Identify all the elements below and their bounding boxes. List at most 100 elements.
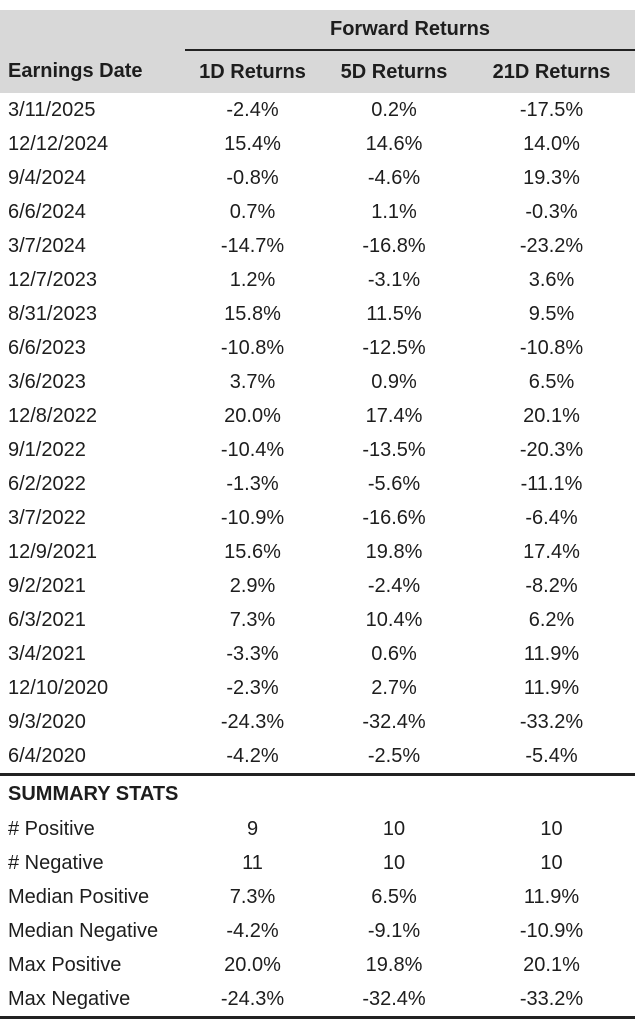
- summary-row: # Negative 11 10 10: [0, 846, 635, 880]
- column-header-5d-returns: 5D Returns: [320, 50, 468, 93]
- row-label-cell: Median Negative: [8, 919, 159, 942]
- row-label-cell: 3/4/2021: [8, 642, 86, 665]
- value-cell: 0.9%: [371, 370, 417, 393]
- value-cell: 10: [382, 817, 406, 840]
- table-row: 9/1/2022 -10.4% -13.5% -20.3%: [0, 433, 635, 467]
- value-cell: 11.5%: [366, 302, 422, 325]
- row-label-cell: 9/2/2021: [8, 574, 86, 597]
- value-cell: -1.3%: [226, 472, 279, 495]
- row-label-cell: 8/31/2023: [8, 302, 97, 325]
- value-cell: -16.8%: [362, 234, 426, 257]
- value-cell: 3.7%: [229, 370, 276, 393]
- forward-returns-table: Forward Returns Earnings Date 1D Returns…: [0, 10, 636, 1019]
- value-cell: -5.4%: [525, 744, 578, 767]
- summary-row: Median Positive 7.3% 6.5% 11.9%: [0, 880, 635, 914]
- value-cell: 7.3%: [229, 608, 276, 631]
- value-cell: -32.4%: [362, 710, 426, 733]
- value-cell: -11.1%: [520, 472, 583, 495]
- value-cell: -10.9%: [220, 506, 285, 529]
- table-row: 6/2/2022 -1.3% -5.6% -11.1%: [0, 467, 635, 501]
- value-cell: -0.8%: [226, 166, 279, 189]
- value-cell: 19.8%: [365, 540, 423, 563]
- value-cell: 10: [382, 851, 406, 874]
- value-cell: 10.4%: [365, 608, 423, 631]
- value-cell: -2.5%: [367, 744, 421, 767]
- row-label-cell: 12/9/2021: [8, 540, 97, 563]
- table-row: 3/6/2023 3.7% 0.9% 6.5%: [0, 365, 635, 399]
- row-label-cell: # Positive: [8, 817, 95, 840]
- value-cell: 15.8%: [224, 302, 281, 325]
- value-cell: -12.5%: [362, 336, 426, 359]
- table-row: 8/31/2023 15.8% 11.5% 9.5%: [0, 297, 635, 331]
- table-row: 12/10/2020 -2.3% 2.7% 11.9%: [0, 671, 635, 705]
- value-cell: -4.2%: [226, 919, 279, 942]
- value-cell: 1.1%: [371, 200, 417, 223]
- value-cell: -2.3%: [226, 676, 279, 699]
- value-cell: 11.9%: [523, 885, 580, 908]
- value-cell: -10.8%: [220, 336, 285, 359]
- value-cell: 14.0%: [523, 132, 580, 155]
- value-cell: 10: [540, 817, 563, 840]
- value-cell: 15.6%: [224, 540, 281, 563]
- row-label-cell: Median Positive: [8, 885, 150, 908]
- value-cell: 19.8%: [365, 953, 423, 976]
- table-row: 6/4/2020 -4.2% -2.5% -5.4%: [0, 739, 635, 775]
- summary-body: SUMMARY STATS # Positive 9 10 10 # Negative 1…: [0, 773, 636, 1018]
- row-label-cell: 9/3/2020: [8, 710, 86, 733]
- table-row: 12/7/2023 1.2% -3.1% 3.6%: [0, 263, 635, 297]
- value-cell: 17.4%: [365, 404, 423, 427]
- table-row: 3/7/2024 -14.7% -16.8% -23.2%: [0, 229, 635, 263]
- table-row: 6/6/2024 0.7% 1.1% -0.3%: [0, 195, 635, 229]
- value-cell: -10.8%: [519, 336, 584, 359]
- value-cell: 10: [540, 851, 563, 874]
- table-row: 12/9/2021 15.6% 19.8% 17.4%: [0, 535, 635, 569]
- value-cell: 6.2%: [528, 608, 575, 631]
- value-cell: -10.4%: [220, 438, 285, 461]
- value-cell: 20.1%: [523, 404, 580, 427]
- table-row: 6/3/2021 7.3% 10.4% 6.2%: [0, 603, 635, 637]
- row-label-cell: 9/1/2022: [8, 438, 86, 461]
- summary-title-row: SUMMARY STATS: [0, 773, 636, 812]
- value-cell: -4.6%: [367, 166, 421, 189]
- column-header-row: Earnings Date 1D Returns 5D Returns 21D …: [0, 50, 636, 93]
- value-cell: -23.2%: [519, 234, 584, 257]
- value-cell: -10.9%: [519, 919, 584, 942]
- value-cell: -6.4%: [525, 506, 578, 529]
- row-label-cell: 6/6/2023: [8, 336, 86, 359]
- row-label-cell: Max Positive: [8, 953, 122, 976]
- value-cell: 19.3%: [523, 166, 580, 189]
- value-cell: 3.6%: [528, 268, 575, 291]
- table-row: 9/4/2024 -0.8% -4.6% 19.3%: [0, 161, 635, 195]
- value-cell: 11: [242, 851, 263, 874]
- table-header: Forward Returns Earnings Date 1D Returns…: [0, 10, 636, 93]
- value-cell: 7.3%: [229, 885, 276, 908]
- value-cell: 15.4%: [224, 132, 281, 155]
- value-cell: -4.2%: [226, 744, 279, 767]
- value-cell: 0.6%: [371, 642, 417, 665]
- value-cell: 9.5%: [528, 302, 575, 325]
- value-cell: -32.4%: [362, 987, 426, 1010]
- table-row: 9/2/2021 2.9% -2.4% -8.2%: [0, 569, 635, 603]
- table-row: 12/12/2024 15.4% 14.6% 14.0%: [0, 127, 635, 161]
- column-header-21d-returns: 21D Returns: [468, 50, 636, 93]
- row-label-cell: 9/4/2024: [8, 166, 86, 189]
- table-row: 3/7/2022 -10.9% -16.6% -6.4%: [0, 501, 635, 535]
- value-cell: 1.2%: [229, 268, 276, 291]
- value-cell: 0.2%: [371, 98, 417, 121]
- row-label-cell: # Negative: [8, 851, 104, 874]
- value-cell: -3.3%: [226, 642, 279, 665]
- summary-row: Max Negative -24.3% -32.4% -33.2%: [0, 982, 635, 1018]
- column-header-earnings-date: Earnings Date: [0, 50, 185, 93]
- returns-body: 3/11/2025 -2.4% 0.2% -17.5% 12/12/2024 15.4% 1…: [0, 93, 635, 775]
- table-row: 3/11/2025 -2.4% 0.2% -17.5%: [0, 93, 635, 127]
- row-label-cell: 3/7/2024: [8, 234, 86, 257]
- value-cell: 14.6%: [365, 132, 423, 155]
- value-cell: -2.4%: [367, 574, 421, 597]
- summary-title: SUMMARY STATS: [0, 773, 636, 812]
- value-cell: 6.5%: [371, 885, 417, 908]
- row-label-cell: 12/7/2023: [8, 268, 97, 291]
- row-label-cell: 12/10/2020: [8, 676, 109, 699]
- value-cell: -13.5%: [362, 438, 426, 461]
- value-cell: -3.1%: [367, 268, 421, 291]
